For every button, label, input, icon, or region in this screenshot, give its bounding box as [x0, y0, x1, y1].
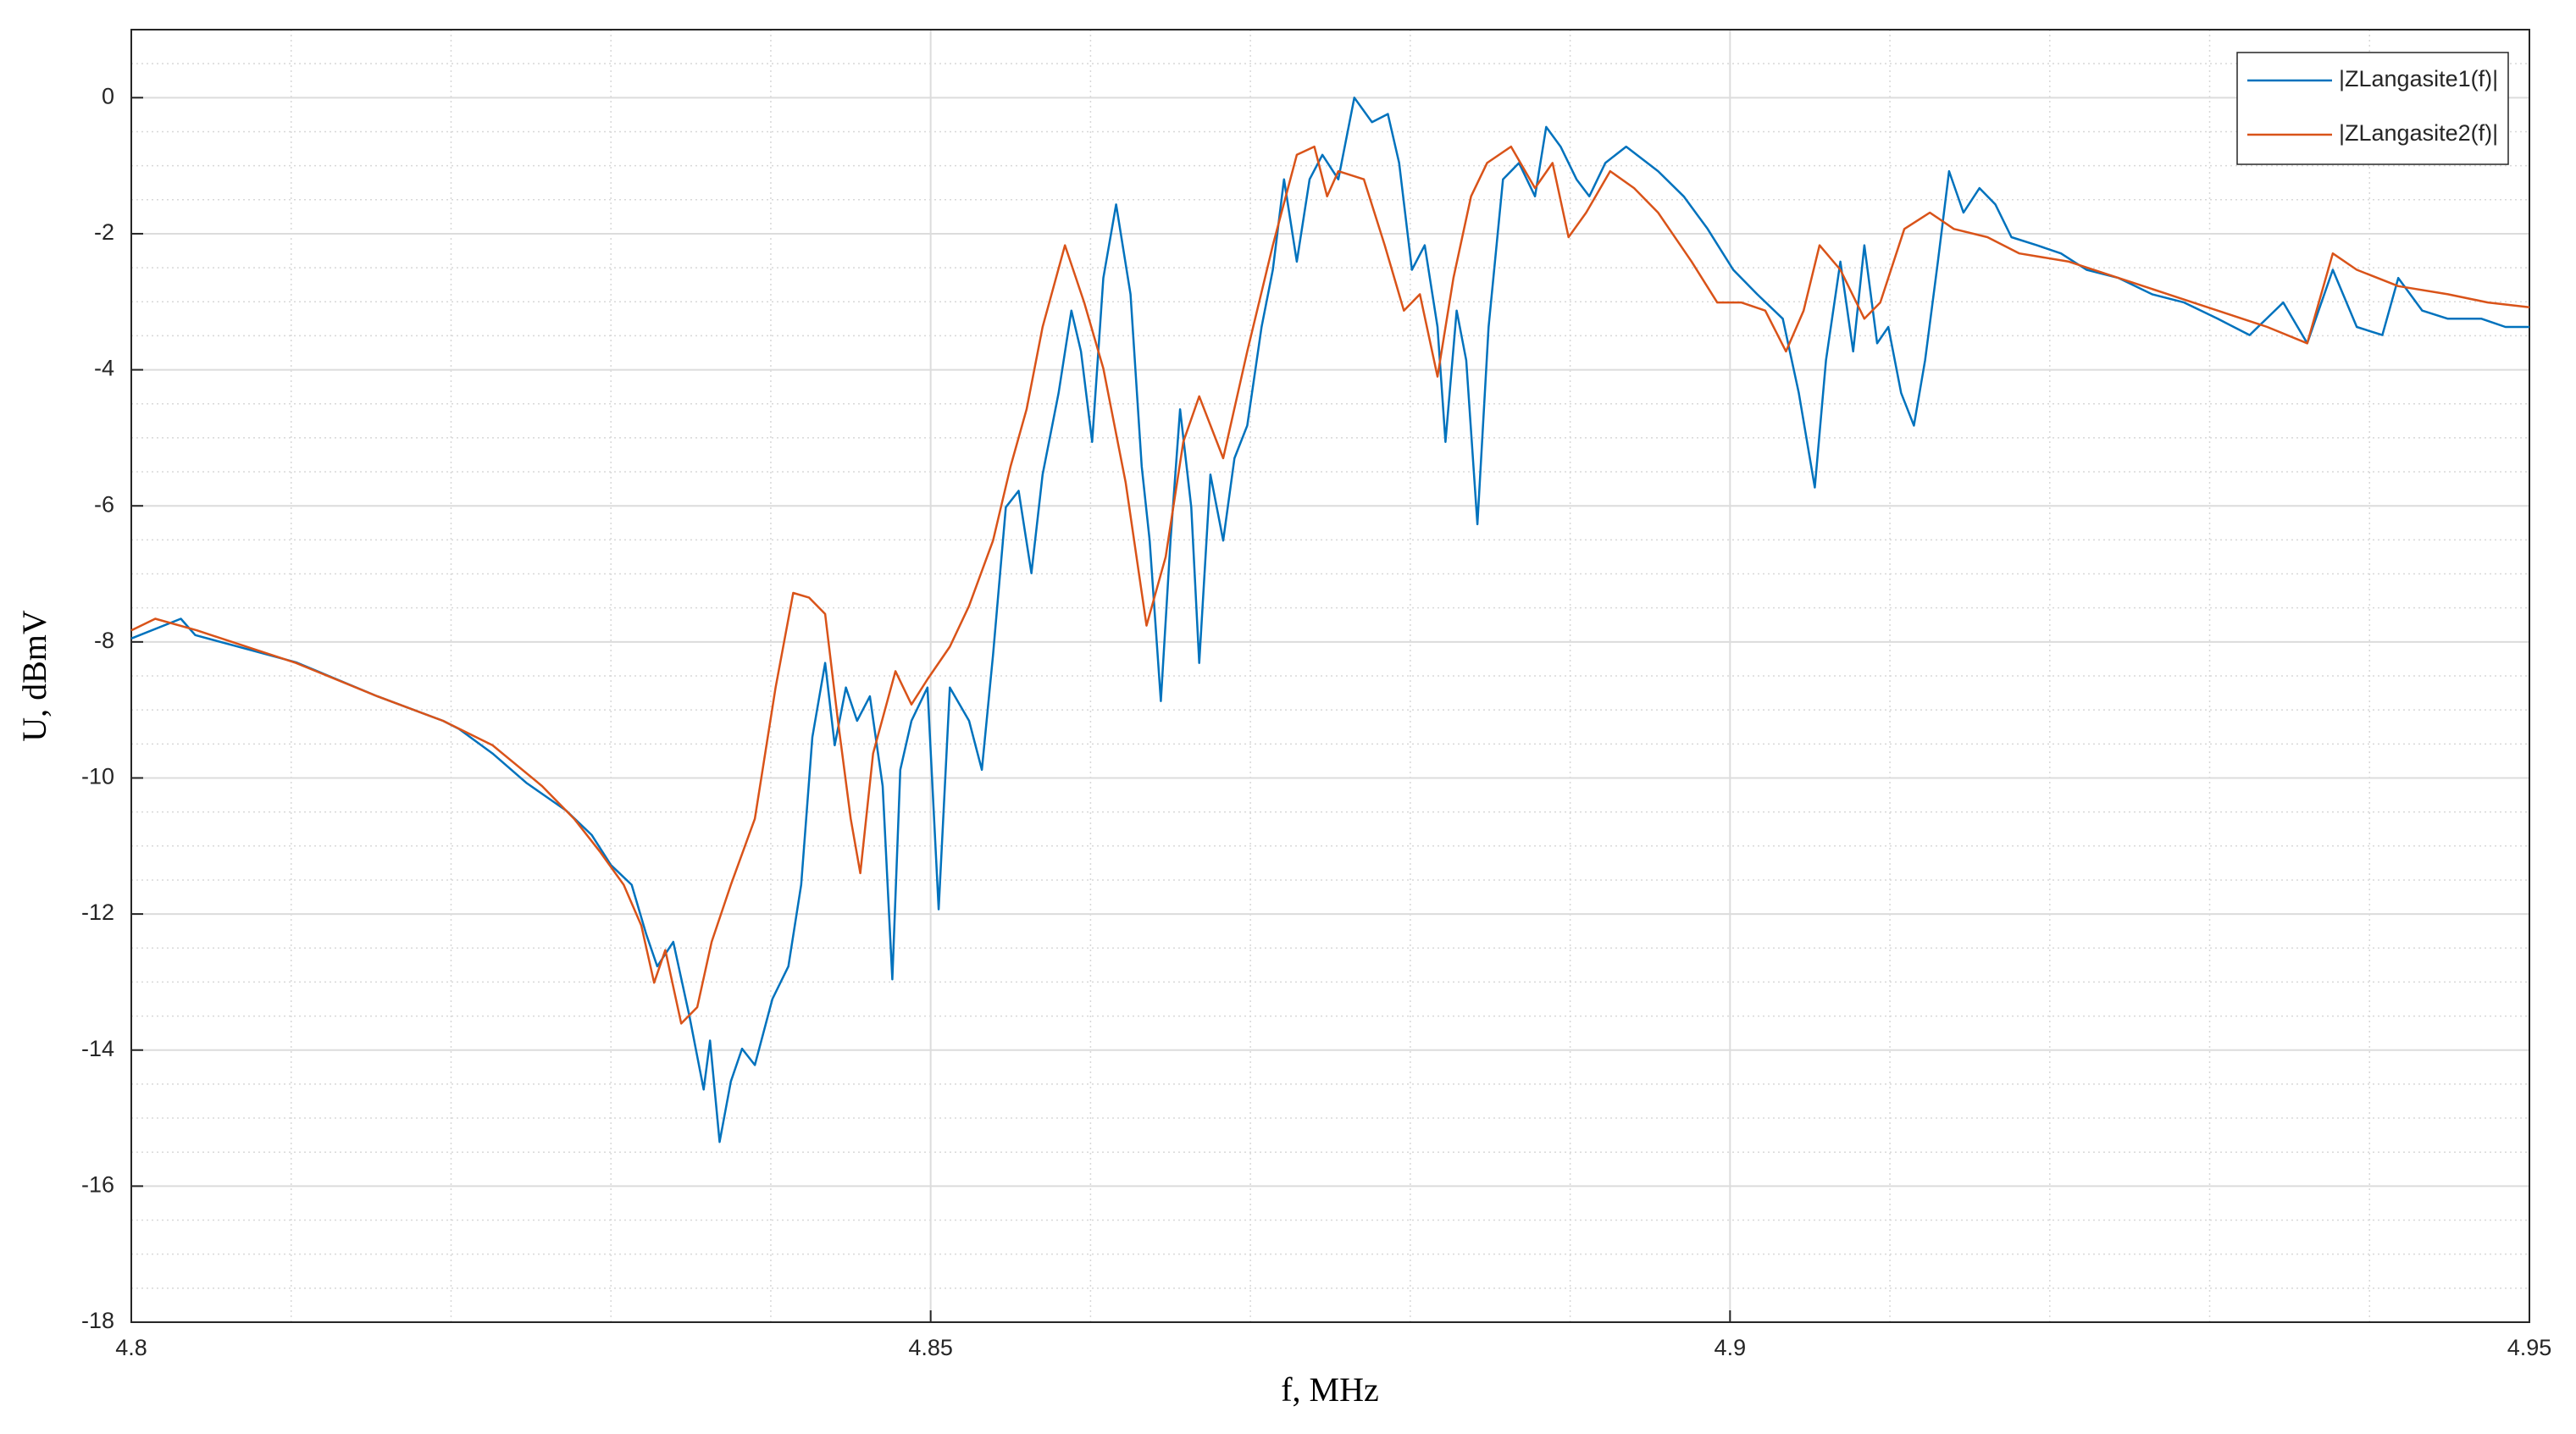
x-tick-label: 4.9	[1715, 1335, 1747, 1360]
y-tick-label: 0	[102, 83, 114, 108]
x-tick-label: 4.8	[115, 1335, 147, 1360]
legend-label: |ZLangasite2(f)|	[2339, 120, 2498, 146]
y-tick-label: -10	[81, 764, 114, 789]
y-axis-label: U, dBmV	[15, 610, 53, 742]
y-tick-label: -14	[81, 1036, 114, 1061]
x-axis-label: f, MHz	[1281, 1370, 1379, 1409]
y-tick-label: -18	[81, 1308, 114, 1333]
axes-box	[130, 29, 2530, 1323]
y-tick-label: -8	[94, 628, 114, 653]
x-tick-label: 4.85	[908, 1335, 953, 1360]
legend-label: |ZLangasite1(f)|	[2339, 66, 2498, 91]
x-tick-label: 4.95	[2507, 1335, 2552, 1360]
y-tick-label: -4	[94, 356, 114, 381]
y-tick-label: -6	[94, 491, 114, 517]
data-line	[130, 97, 2529, 1143]
y-tick-label: -12	[81, 900, 114, 925]
data-line	[130, 145, 2530, 1025]
y-tick-label: -2	[94, 219, 114, 245]
y-tick-label: -16	[81, 1171, 114, 1197]
legend-box	[2236, 52, 2509, 165]
